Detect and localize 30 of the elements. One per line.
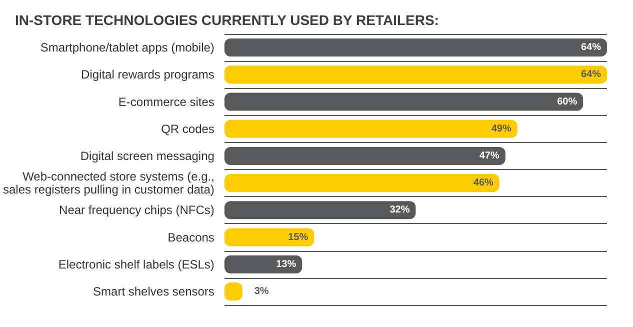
- y-tick-label: Near frequency chips (NFCs): [59, 203, 214, 218]
- bar: [224, 174, 500, 192]
- y-tick-label: Digital screen messaging: [80, 148, 214, 163]
- y-tick-label: QR codes: [161, 122, 214, 136]
- data-label: 49%: [491, 123, 512, 134]
- data-label: 47%: [479, 150, 500, 162]
- bar: [224, 66, 607, 84]
- bar: [224, 255, 302, 274]
- data-label: 3%: [254, 286, 269, 297]
- y-tick-label: Smartphone/tablet apps (mobile): [40, 40, 214, 55]
- data-label: 32%: [390, 204, 410, 216]
- y-tick-label: Beacons: [168, 230, 214, 244]
- bar: [224, 201, 416, 220]
- data-label: 46%: [473, 178, 494, 189]
- data-label: 60%: [557, 96, 578, 108]
- y-tick-label: Smart shelves sensors: [93, 284, 214, 298]
- bar: [224, 120, 518, 138]
- y-tick-label: E-commerce sites: [118, 94, 214, 109]
- data-label: 13%: [276, 258, 296, 270]
- bar: [224, 228, 314, 246]
- data-label: 64%: [580, 42, 602, 54]
- y-tick-label: Web-connected store systems (e.g., sales registers pulling in customer data): [2, 170, 214, 197]
- bar: [224, 92, 584, 111]
- y-tick-label: Electronic shelf labels (ESLs): [58, 257, 214, 272]
- data-label: 64%: [580, 69, 602, 80]
- bar: [224, 146, 506, 165]
- y-tick-label: Digital rewards programs: [81, 68, 214, 82]
- chart-title: IN-STORE TECHNOLOGIES CURRENTLY USED BY RETAILERS:: [15, 12, 439, 28]
- data-label: 15%: [288, 232, 308, 243]
- bar: [224, 38, 607, 57]
